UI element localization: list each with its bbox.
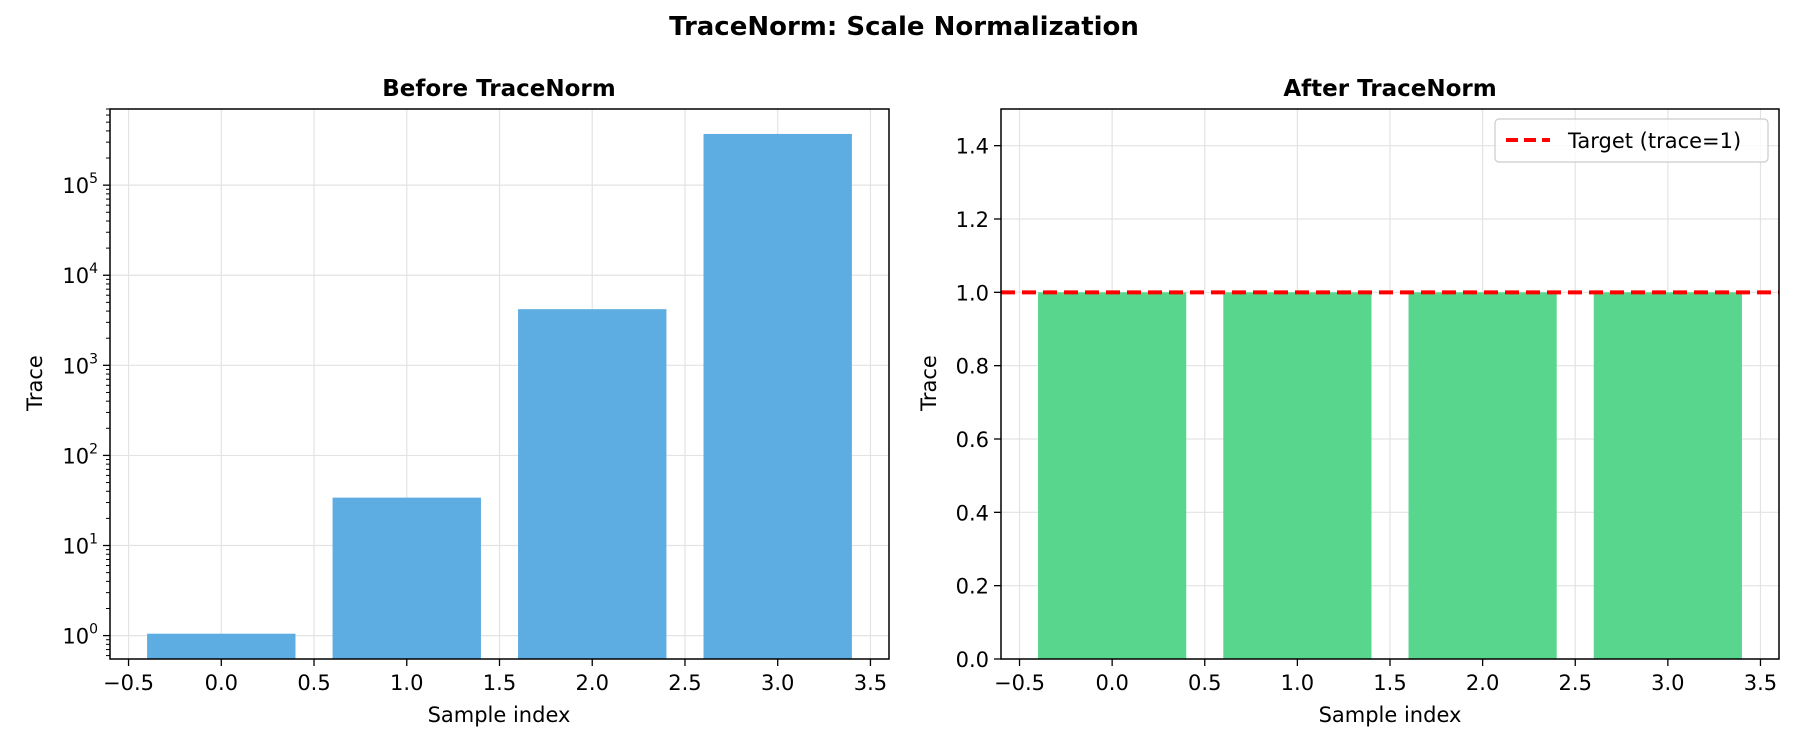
x-tick-label: 0.0 (205, 671, 238, 695)
x-ticks-before: −0.5 0.0 0.5 1.0 1.5 2.0 2.5 3.0 3.5 (103, 659, 887, 695)
y-ticks-before: 100 101 102 103 104 105 (62, 108, 110, 657)
x-tick-label: 3.0 (761, 671, 794, 695)
y-tick-label: 103 (62, 351, 98, 378)
x-axis-label-before: Sample index (428, 703, 571, 727)
x-tick-label: 3.0 (1651, 671, 1684, 695)
panel-after: After TraceNorm −0.5 0.0 0.5 1.0 1.5 2.0 2.5 3.… (917, 76, 1780, 727)
x-tick-label: 2.0 (576, 671, 609, 695)
y-tick-label: 0.4 (956, 501, 989, 525)
y-tick-label: 0.6 (956, 428, 989, 452)
panel-title-before: Before TraceNorm (382, 76, 616, 102)
x-tick-label: −0.5 (994, 671, 1045, 695)
x-axis-label-after: Sample index (1319, 703, 1462, 727)
x-tick-label: 3.5 (1744, 671, 1777, 695)
y-tick-label: 102 (62, 441, 98, 468)
y-axis-label-after: Trace (917, 355, 941, 412)
panel-before: Before TraceNorm −0.5 0.0 0.5 1.0 1.5 2.0 2.5 3… (23, 76, 890, 727)
x-tick-label: 0.5 (1188, 671, 1221, 695)
bars-after (1038, 292, 1742, 659)
legend: Target (trace=1) (1494, 118, 1769, 163)
bar (1593, 292, 1742, 659)
x-tick-label: 2.5 (668, 671, 701, 695)
bar (332, 497, 481, 659)
x-tick-label: 1.5 (483, 671, 516, 695)
y-tick-label: 101 (62, 532, 98, 559)
y-tick-label: 0.2 (956, 575, 989, 599)
y-tick-label: 100 (62, 622, 98, 649)
y-tick-label: 1.0 (956, 281, 989, 305)
x-tick-label: 3.5 (854, 671, 887, 695)
bar (1038, 292, 1187, 659)
x-tick-label: 0.5 (297, 671, 330, 695)
legend-box (1494, 118, 1769, 163)
y-ticks-after: 0.0 0.2 0.4 0.6 0.8 1.0 1.2 1.4 (956, 135, 1001, 672)
x-tick-label: 1.0 (390, 671, 423, 695)
x-tick-label: −0.5 (103, 671, 154, 695)
y-tick-label: 0.0 (956, 648, 989, 672)
x-tick-label: 2.0 (1466, 671, 1499, 695)
bar (703, 133, 852, 659)
bar (1223, 292, 1372, 659)
bar (1408, 292, 1557, 659)
x-tick-label: 1.5 (1373, 671, 1406, 695)
y-tick-label: 1.2 (956, 208, 989, 232)
y-tick-label: 1.4 (956, 135, 989, 159)
y-axis-label-before: Trace (23, 355, 47, 412)
x-tick-label: 0.0 (1095, 671, 1128, 695)
y-tick-label: 105 (62, 171, 98, 198)
x-tick-label: 1.0 (1281, 671, 1314, 695)
bars-before (147, 133, 852, 659)
y-tick-label: 0.8 (956, 355, 989, 379)
bar (518, 309, 667, 659)
x-tick-label: 2.5 (1559, 671, 1592, 695)
x-ticks-after: −0.5 0.0 0.5 1.0 1.5 2.0 2.5 3.0 3.5 (994, 659, 1777, 695)
bar (147, 633, 296, 659)
panel-title-after: After TraceNorm (1283, 76, 1496, 102)
y-tick-label: 104 (62, 261, 98, 288)
legend-label: Target (trace=1) (1567, 129, 1741, 153)
figure-title: TraceNorm: Scale Normalization (669, 12, 1139, 42)
